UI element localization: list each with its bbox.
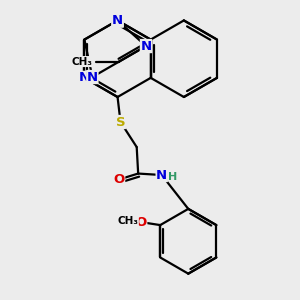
Text: O: O <box>136 216 147 229</box>
Text: O: O <box>113 173 125 186</box>
Text: CH₃: CH₃ <box>117 216 138 226</box>
Text: H: H <box>168 172 178 182</box>
Text: N: N <box>87 70 98 83</box>
Text: S: S <box>116 116 125 128</box>
Text: N: N <box>112 14 123 27</box>
Text: N: N <box>79 71 90 84</box>
Text: CH₃: CH₃ <box>72 56 93 67</box>
Text: N: N <box>156 169 167 182</box>
Text: N: N <box>112 14 123 27</box>
Text: N: N <box>140 40 152 52</box>
